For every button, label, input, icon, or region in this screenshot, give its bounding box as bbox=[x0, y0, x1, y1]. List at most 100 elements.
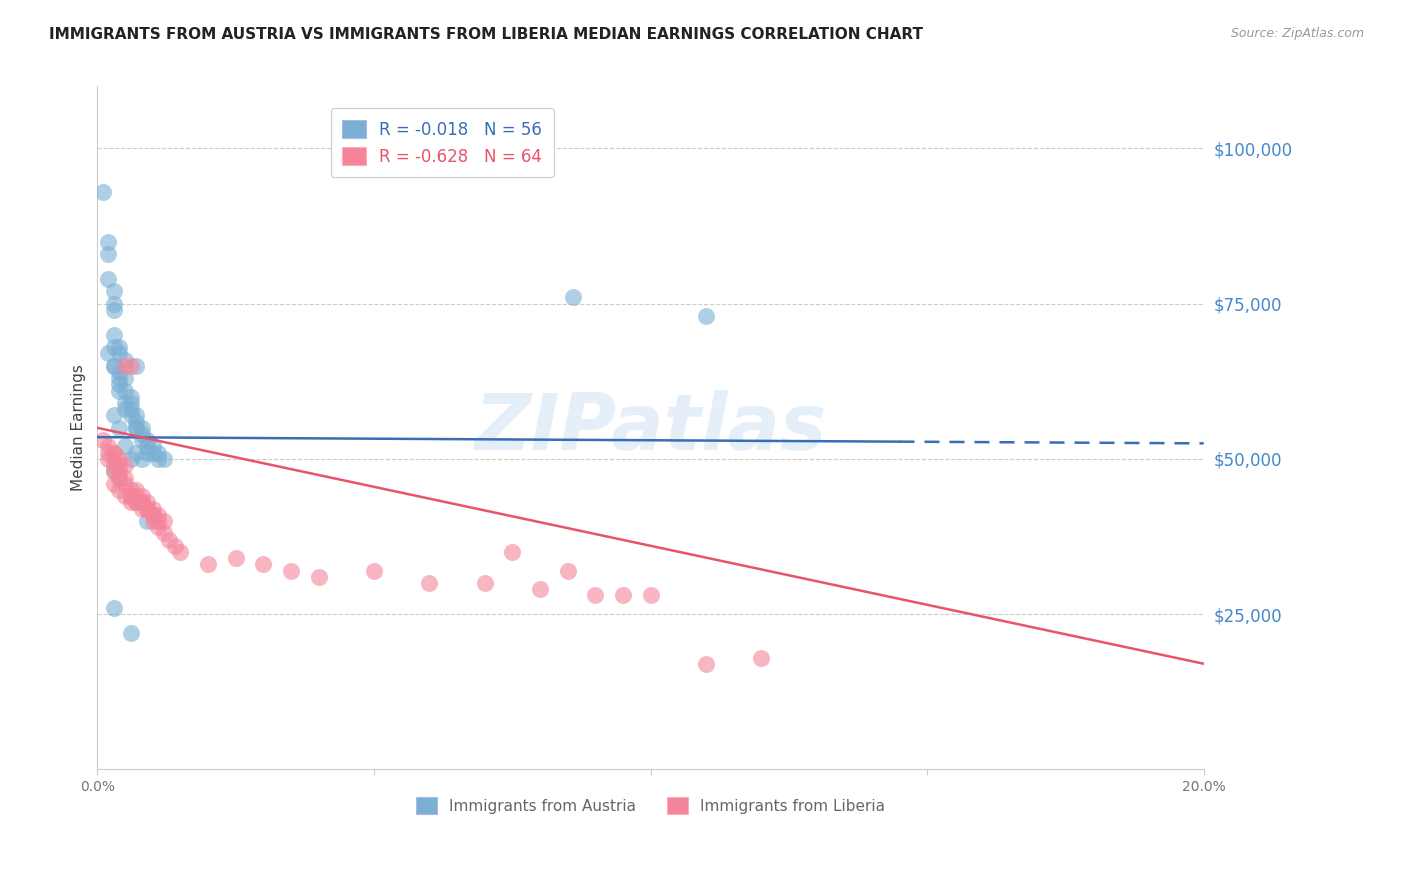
Point bbox=[148, 514, 170, 528]
Point bbox=[103, 359, 125, 373]
Point bbox=[529, 582, 551, 597]
Point bbox=[474, 576, 496, 591]
Legend: Immigrants from Austria, Immigrants from Liberia: Immigrants from Austria, Immigrants from… bbox=[406, 789, 894, 823]
Point bbox=[120, 396, 142, 410]
Point bbox=[749, 650, 772, 665]
Point bbox=[125, 421, 148, 435]
Point bbox=[108, 464, 131, 478]
Point bbox=[125, 495, 148, 509]
Point bbox=[152, 451, 174, 466]
Point bbox=[103, 464, 125, 478]
Point bbox=[108, 340, 131, 354]
Point bbox=[142, 508, 165, 522]
Point bbox=[125, 445, 148, 459]
Point bbox=[131, 427, 153, 442]
Point bbox=[114, 371, 136, 385]
Point bbox=[120, 359, 142, 373]
Point bbox=[114, 352, 136, 367]
Point bbox=[152, 526, 174, 541]
Point bbox=[125, 483, 148, 497]
Point bbox=[125, 421, 148, 435]
Point bbox=[148, 508, 170, 522]
Point bbox=[120, 409, 142, 423]
Point bbox=[125, 495, 148, 509]
Point bbox=[114, 489, 136, 503]
Point bbox=[131, 489, 153, 503]
Point bbox=[148, 451, 170, 466]
Point bbox=[103, 409, 125, 423]
Point bbox=[418, 576, 440, 591]
Point bbox=[125, 409, 148, 423]
Point bbox=[280, 564, 302, 578]
Point bbox=[562, 290, 585, 304]
Point bbox=[120, 402, 142, 417]
Point bbox=[97, 440, 120, 454]
Point bbox=[148, 520, 170, 534]
Point bbox=[108, 377, 131, 392]
Point bbox=[103, 445, 125, 459]
Point bbox=[136, 501, 159, 516]
Point bbox=[108, 346, 131, 360]
Point bbox=[103, 296, 125, 310]
Point bbox=[142, 508, 165, 522]
Point bbox=[108, 365, 131, 379]
Point bbox=[612, 589, 634, 603]
Point bbox=[163, 539, 186, 553]
Point bbox=[136, 445, 159, 459]
Point bbox=[103, 476, 125, 491]
Point bbox=[142, 501, 165, 516]
Point bbox=[136, 440, 159, 454]
Point bbox=[114, 359, 136, 373]
Point bbox=[108, 458, 131, 472]
Point bbox=[108, 483, 131, 497]
Point bbox=[136, 501, 159, 516]
Point bbox=[103, 327, 125, 342]
Point bbox=[97, 272, 120, 286]
Point bbox=[640, 589, 662, 603]
Point bbox=[103, 458, 125, 472]
Point bbox=[142, 445, 165, 459]
Point bbox=[125, 489, 148, 503]
Point bbox=[501, 545, 523, 559]
Point bbox=[131, 495, 153, 509]
Point bbox=[103, 464, 125, 478]
Point bbox=[114, 440, 136, 454]
Point bbox=[114, 396, 136, 410]
Point bbox=[108, 470, 131, 484]
Point bbox=[142, 514, 165, 528]
Point bbox=[120, 390, 142, 404]
Point bbox=[103, 285, 125, 299]
Point bbox=[120, 489, 142, 503]
Point bbox=[120, 483, 142, 497]
Point bbox=[97, 235, 120, 249]
Point bbox=[136, 495, 159, 509]
Point bbox=[108, 371, 131, 385]
Point bbox=[120, 495, 142, 509]
Point bbox=[120, 489, 142, 503]
Point bbox=[695, 309, 717, 323]
Point bbox=[131, 434, 153, 448]
Point bbox=[583, 589, 606, 603]
Point bbox=[197, 558, 219, 572]
Point bbox=[97, 451, 120, 466]
Point bbox=[695, 657, 717, 671]
Point bbox=[136, 514, 159, 528]
Point bbox=[103, 340, 125, 354]
Point bbox=[114, 402, 136, 417]
Point bbox=[114, 458, 136, 472]
Point bbox=[103, 359, 125, 373]
Point bbox=[308, 570, 330, 584]
Point bbox=[142, 440, 165, 454]
Point bbox=[157, 533, 180, 547]
Point bbox=[97, 346, 120, 360]
Text: ZIPatlas: ZIPatlas bbox=[474, 390, 827, 466]
Point bbox=[152, 514, 174, 528]
Point bbox=[557, 564, 579, 578]
Point bbox=[114, 476, 136, 491]
Point bbox=[108, 470, 131, 484]
Point bbox=[97, 445, 120, 459]
Point bbox=[114, 384, 136, 398]
Point bbox=[91, 185, 114, 199]
Point bbox=[103, 451, 125, 466]
Text: IMMIGRANTS FROM AUSTRIA VS IMMIGRANTS FROM LIBERIA MEDIAN EARNINGS CORRELATION C: IMMIGRANTS FROM AUSTRIA VS IMMIGRANTS FR… bbox=[49, 27, 924, 42]
